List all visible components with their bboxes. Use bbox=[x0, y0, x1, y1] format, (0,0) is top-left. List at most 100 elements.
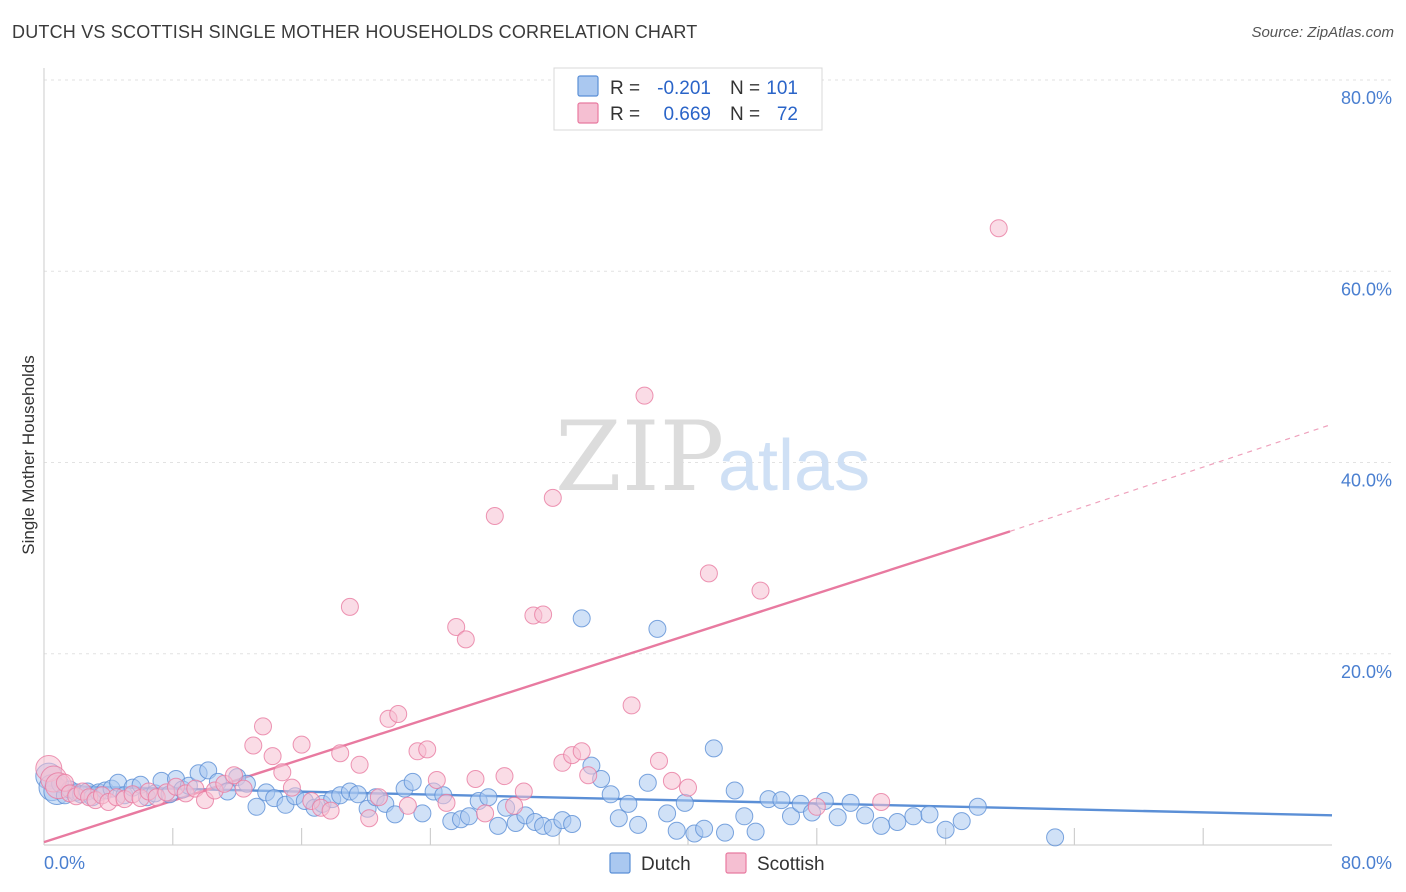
legend-n-value-scottish: 72 bbox=[777, 104, 798, 125]
point-dutch-83 bbox=[746, 822, 765, 841]
point-scottish-60 bbox=[572, 742, 591, 761]
series-legend-swatch-dutch[interactable] bbox=[609, 852, 631, 874]
point-scottish-20 bbox=[186, 779, 205, 798]
y-tick-labels: 20.0% 40.0% 60.0% 80.0% bbox=[1341, 88, 1392, 682]
point-scottish-42 bbox=[398, 796, 417, 815]
point-scottish-54 bbox=[514, 782, 533, 801]
point-dutch-74 bbox=[658, 804, 677, 823]
point-dutch-90 bbox=[828, 808, 847, 827]
data-points bbox=[35, 219, 1065, 847]
point-dutch-96 bbox=[920, 805, 939, 824]
point-scottish-30 bbox=[282, 778, 301, 797]
point-scottish-31 bbox=[292, 735, 311, 754]
series-legend-label-dutch[interactable]: Dutch bbox=[641, 854, 691, 875]
point-scottish-52 bbox=[495, 767, 514, 786]
point-dutch-85 bbox=[772, 791, 791, 810]
series-legend-label-scottish[interactable]: Scottish bbox=[757, 854, 825, 875]
point-dutch-80 bbox=[716, 823, 734, 842]
legend-n-label-scottish: N = bbox=[730, 104, 760, 125]
y-tick-label-0: 20.0% bbox=[1341, 662, 1392, 682]
point-dutch-64 bbox=[563, 815, 582, 833]
legend-box bbox=[553, 67, 823, 131]
point-scottish-28 bbox=[263, 747, 282, 766]
gridlines bbox=[44, 79, 1392, 655]
point-dutch-93 bbox=[872, 816, 891, 835]
point-scottish-67 bbox=[699, 564, 718, 583]
point-scottish-39 bbox=[369, 788, 388, 807]
point-dutch-65 bbox=[572, 609, 591, 628]
point-dutch-41 bbox=[348, 785, 367, 804]
y-tick-label-2: 60.0% bbox=[1341, 279, 1392, 299]
point-scottish-49 bbox=[466, 770, 485, 788]
point-dutch-98 bbox=[952, 812, 971, 831]
point-dutch-53 bbox=[460, 807, 478, 826]
point-scottish-36 bbox=[340, 597, 359, 616]
point-scottish-38 bbox=[360, 809, 379, 828]
point-scottish-41 bbox=[389, 705, 408, 723]
point-scottish-35 bbox=[331, 744, 350, 763]
legend-swatch-scottish bbox=[577, 102, 599, 124]
source-label: Source: ZipAtlas.com bbox=[1251, 24, 1394, 41]
point-dutch-99 bbox=[968, 797, 987, 816]
point-dutch-100 bbox=[1046, 828, 1065, 847]
legend-r-value-dutch: -0.201 bbox=[657, 78, 711, 99]
point-dutch-73 bbox=[648, 619, 667, 638]
point-dutch-92 bbox=[856, 806, 875, 825]
point-scottish-37 bbox=[350, 755, 369, 774]
y-tick-label-1: 40.0% bbox=[1341, 471, 1392, 491]
point-dutch-56 bbox=[489, 816, 507, 835]
point-scottish-65 bbox=[662, 771, 681, 790]
point-dutch-81 bbox=[725, 781, 744, 800]
point-dutch-47 bbox=[403, 772, 422, 791]
point-scottish-56 bbox=[534, 605, 553, 624]
stats-legend: R = -0.201 N = 101 R = 0.669 N = 72 bbox=[553, 67, 823, 131]
point-scottish-34 bbox=[321, 801, 340, 820]
legend-r-value-scottish: 0.669 bbox=[663, 104, 711, 125]
point-dutch-75 bbox=[667, 821, 686, 840]
point-scottish-46 bbox=[437, 793, 456, 812]
trend-line-scottish bbox=[43, 530, 1011, 844]
point-scottish-66 bbox=[679, 778, 697, 797]
point-dutch-25 bbox=[199, 761, 218, 780]
point-dutch-91 bbox=[841, 793, 860, 812]
y-tick-label-3: 80.0% bbox=[1341, 88, 1392, 108]
point-scottish-48 bbox=[456, 630, 475, 649]
point-dutch-76 bbox=[675, 793, 694, 812]
point-dutch-69 bbox=[609, 809, 628, 828]
point-dutch-94 bbox=[888, 813, 907, 831]
point-scottish-63 bbox=[635, 386, 654, 405]
point-scottish-68 bbox=[751, 581, 770, 600]
point-dutch-55 bbox=[479, 788, 498, 807]
point-dutch-70 bbox=[619, 794, 638, 813]
watermark-atlas: atlas bbox=[718, 426, 870, 506]
point-dutch-97 bbox=[936, 820, 955, 839]
point-scottish-29 bbox=[273, 763, 292, 782]
point-scottish-27 bbox=[254, 717, 272, 736]
point-dutch-72 bbox=[638, 773, 657, 792]
series-legend-swatch-scottish[interactable] bbox=[725, 852, 747, 874]
point-scottish-50 bbox=[476, 804, 495, 823]
point-scottish-26 bbox=[244, 736, 263, 755]
point-scottish-61 bbox=[579, 766, 598, 785]
point-dutch-68 bbox=[601, 785, 620, 804]
point-scottish-45 bbox=[427, 771, 446, 789]
point-scottish-24 bbox=[225, 766, 243, 785]
point-dutch-78 bbox=[695, 819, 714, 838]
point-scottish-47 bbox=[447, 618, 466, 636]
legend-r-label-scottish: R = bbox=[610, 104, 640, 125]
y-axis-label: Single Mother Households bbox=[19, 355, 38, 554]
point-scottish-53 bbox=[505, 796, 524, 815]
point-scottish-71 bbox=[989, 219, 1008, 238]
legend-n-value-dutch: 101 bbox=[766, 78, 798, 99]
chart-title: DUTCH VS SCOTTISH SINGLE MOTHER HOUSEHOL… bbox=[12, 22, 698, 42]
point-scottish-69 bbox=[807, 797, 826, 816]
watermark-zip: ZIP bbox=[555, 401, 724, 513]
legend-swatch-dutch bbox=[577, 75, 599, 97]
point-dutch-30 bbox=[247, 797, 266, 816]
point-dutch-82 bbox=[735, 807, 754, 826]
point-scottish-44 bbox=[418, 740, 437, 759]
point-dutch-86 bbox=[782, 807, 800, 826]
x-tick-label-max: 80.0% bbox=[1341, 853, 1392, 873]
point-dutch-48 bbox=[413, 804, 432, 823]
